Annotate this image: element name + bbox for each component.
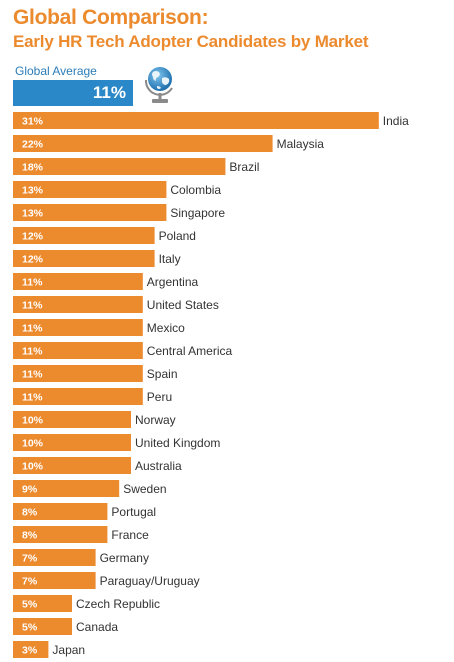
bar-value-label: 31% bbox=[22, 116, 44, 128]
category-label: Brazil bbox=[229, 160, 259, 174]
bar-value-label: 22% bbox=[22, 139, 44, 151]
category-label: Poland bbox=[159, 229, 196, 243]
bar-value-label: 8% bbox=[22, 530, 38, 542]
bar-value-label: 11% bbox=[22, 277, 43, 289]
bar-value-label: 11% bbox=[22, 323, 43, 335]
bar-sweden bbox=[13, 480, 120, 497]
bar-value-label: 11% bbox=[22, 369, 43, 381]
bar-value-label: 13% bbox=[22, 185, 44, 197]
category-label: India bbox=[383, 114, 409, 128]
chart-subtitle: Early HR Tech Adopter Candidates by Mark… bbox=[13, 32, 369, 51]
bar-central-america bbox=[13, 342, 143, 359]
bar-malaysia bbox=[13, 135, 273, 152]
category-label: Germany bbox=[100, 551, 149, 565]
bar-peru bbox=[13, 388, 143, 405]
bar-spain bbox=[13, 365, 143, 382]
bar-india bbox=[13, 112, 379, 129]
category-label: Spain bbox=[147, 367, 178, 381]
bar-value-label: 5% bbox=[22, 622, 38, 634]
bar-value-label: 12% bbox=[22, 231, 44, 243]
bar-czech-republic bbox=[13, 595, 72, 612]
global-average-label: Global Average bbox=[15, 64, 97, 78]
global-average-box: 11% bbox=[13, 80, 133, 106]
bar-value-label: 13% bbox=[22, 208, 44, 220]
bar-value-label: 9% bbox=[22, 484, 38, 496]
bar-value-label: 11% bbox=[22, 392, 43, 404]
bar-value-label: 18% bbox=[22, 162, 44, 174]
category-label: Canada bbox=[76, 620, 118, 634]
category-label: Japan bbox=[52, 643, 85, 657]
bar-japan bbox=[13, 641, 49, 658]
category-label: Italy bbox=[159, 252, 181, 266]
category-label: Paraguay/Uruguay bbox=[100, 574, 200, 588]
category-label: Norway bbox=[135, 413, 176, 427]
bar-brazil bbox=[13, 158, 226, 175]
bar-chart: 31% India 22% Malaysia 18% Brazil 13% Colombia 1… bbox=[13, 112, 409, 658]
bar-value-label: 12% bbox=[22, 254, 44, 266]
bar-value-label: 5% bbox=[22, 599, 38, 611]
chart-title: Global Comparison: bbox=[13, 6, 209, 29]
bar-colombia bbox=[13, 181, 167, 198]
bar-united-states bbox=[13, 296, 143, 313]
category-label: Portugal bbox=[111, 505, 156, 519]
bar-paraguay-uruguay bbox=[13, 572, 96, 589]
category-label: Singapore bbox=[170, 206, 225, 220]
category-label: Czech Republic bbox=[76, 597, 160, 611]
bar-mexico bbox=[13, 319, 143, 336]
bar-norway bbox=[13, 411, 131, 428]
bar-canada bbox=[13, 618, 72, 635]
bar-value-label: 8% bbox=[22, 507, 38, 519]
global-average-value: 11% bbox=[92, 83, 126, 102]
category-label: Sweden bbox=[123, 482, 166, 496]
bar-germany bbox=[13, 549, 96, 566]
bar-portugal bbox=[13, 503, 108, 520]
bar-united-kingdom bbox=[13, 434, 131, 451]
bar-poland bbox=[13, 227, 155, 244]
bar-australia bbox=[13, 457, 131, 474]
bar-value-label: 10% bbox=[22, 415, 44, 427]
bar-argentina bbox=[13, 273, 143, 290]
bar-value-label: 3% bbox=[22, 645, 38, 657]
category-label: United States bbox=[147, 298, 219, 312]
category-label: Mexico bbox=[147, 321, 185, 335]
bar-value-label: 10% bbox=[22, 461, 44, 473]
category-label: Central America bbox=[147, 344, 233, 358]
category-label: Malaysia bbox=[277, 137, 325, 151]
bar-value-label: 7% bbox=[22, 576, 38, 588]
bar-france bbox=[13, 526, 108, 543]
bar-value-label: 11% bbox=[22, 300, 43, 312]
bar-singapore bbox=[13, 204, 167, 221]
globe-icon bbox=[144, 67, 173, 103]
category-label: Colombia bbox=[170, 183, 221, 197]
bar-value-label: 11% bbox=[22, 346, 43, 358]
category-label: Peru bbox=[147, 390, 172, 404]
category-label: Argentina bbox=[147, 275, 199, 289]
bar-italy bbox=[13, 250, 155, 267]
bar-value-label: 7% bbox=[22, 553, 38, 565]
category-label: France bbox=[111, 528, 149, 542]
bar-value-label: 10% bbox=[22, 438, 44, 450]
category-label: Australia bbox=[135, 459, 182, 473]
category-label: United Kingdom bbox=[135, 436, 220, 450]
